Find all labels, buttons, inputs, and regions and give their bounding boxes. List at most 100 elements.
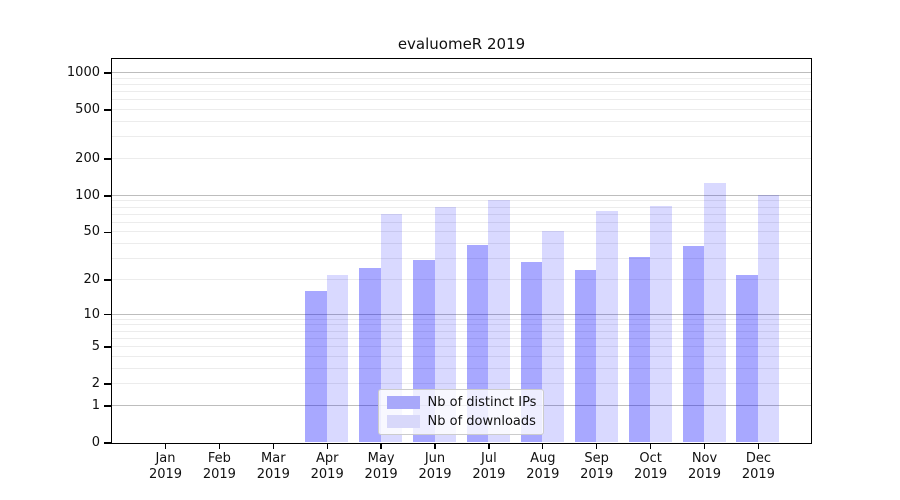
- y-tick-label-50: 50: [83, 224, 100, 240]
- bar-distinct-ips-nov: [682, 246, 704, 443]
- gridline-minor-9: [111, 318, 811, 320]
- x-tick-label-dec: Dec 2019: [741, 451, 775, 482]
- gridline-minor-500: [111, 109, 811, 111]
- x-tick-mark-oct: [649, 443, 652, 449]
- y-tick-mark-0: [104, 442, 111, 444]
- x-tick-label-aug: Aug 2019: [526, 451, 560, 482]
- y-tick-label-5: 5: [91, 339, 100, 355]
- bar-downloads-oct: [650, 205, 672, 443]
- gridline-minor-20: [111, 278, 811, 280]
- legend-swatch-distinct-ips-icon: [386, 395, 420, 409]
- x-tick-label-apr: Apr 2019: [310, 451, 344, 482]
- legend-label-downloads: Nb of downloads: [427, 413, 536, 429]
- gridline-minor-900: [111, 77, 811, 79]
- gridline-major-10: [111, 313, 811, 315]
- bars-layer: [112, 59, 811, 443]
- y-tick-label-1: 1: [91, 397, 100, 413]
- y-tick-mark-100: [104, 195, 111, 197]
- bar-distinct-ips-oct: [628, 256, 651, 443]
- x-tick-mark-jun: [434, 443, 436, 449]
- x-tick-label-jan: Jan 2019: [148, 451, 183, 482]
- x-tick-label-feb: Feb 2019: [202, 451, 236, 482]
- bar-downloads-jun: [434, 206, 456, 443]
- x-tick-label-mar: Mar 2019: [256, 451, 290, 482]
- legend: Nb of distinct IPs Nb of downloads: [377, 388, 544, 435]
- bar-downloads-apr: [326, 274, 349, 443]
- gridline-major-1000: [111, 72, 811, 74]
- gridline-minor-40: [111, 243, 811, 245]
- bar-downloads-sep: [596, 211, 618, 443]
- gridline-minor-50: [111, 231, 811, 233]
- bar-distinct-ips-dec: [736, 274, 758, 443]
- gridline-minor-200: [111, 158, 811, 160]
- plot-area: Nb of distinct IPs Nb of downloads: [110, 57, 812, 444]
- legend-swatch-downloads-icon: [386, 414, 420, 428]
- gridline-minor-3: [111, 367, 811, 369]
- gridline-minor-2: [111, 383, 811, 385]
- y-tick-label-1000: 1000: [66, 65, 100, 81]
- y-tick-mark-10: [104, 313, 111, 316]
- y-tick-label-2: 2: [91, 376, 100, 392]
- x-tick-label-may: May 2019: [364, 451, 398, 482]
- gridline-major-100: [111, 194, 811, 196]
- gridline-minor-700: [111, 91, 811, 93]
- legend-item-distinct-ips: Nb of distinct IPs: [386, 394, 537, 410]
- bar-distinct-ips-apr: [305, 290, 327, 443]
- bar-downloads-nov: [704, 182, 726, 443]
- x-tick-label-nov: Nov 2019: [687, 451, 722, 482]
- legend-item-downloads: Nb of downloads: [386, 413, 536, 429]
- gridline-minor-300: [111, 136, 811, 138]
- bar-downloads-may: [380, 214, 403, 443]
- x-tick-label-jun: Jun 2019: [418, 451, 452, 482]
- x-tick-mark-sep: [596, 443, 598, 449]
- y-tick-label-10: 10: [83, 306, 100, 322]
- bar-downloads-aug: [542, 230, 564, 443]
- gridlines-layer: [111, 59, 811, 443]
- gridline-minor-90: [111, 200, 811, 202]
- x-tick-mark-apr: [326, 443, 328, 449]
- gridline-minor-60: [111, 221, 811, 223]
- bar-downloads-dec: [757, 195, 780, 443]
- bar-distinct-ips-sep: [574, 270, 597, 443]
- y-tick-mark-500: [104, 109, 111, 111]
- bar-distinct-ips-may: [359, 268, 381, 443]
- gridline-minor-400: [111, 121, 811, 123]
- y-tick-label-100: 100: [75, 187, 100, 203]
- gridline-minor-7: [111, 330, 811, 332]
- y-tick-mark-200: [104, 158, 111, 160]
- x-tick-mark-jul: [488, 443, 490, 449]
- x-tick-label-sep: Sep 2019: [580, 451, 614, 482]
- x-tick-mark-dec: [757, 443, 760, 449]
- y-tick-label-20: 20: [83, 271, 100, 287]
- gridline-minor-30: [111, 258, 811, 260]
- gridline-minor-80: [111, 206, 811, 208]
- bar-downloads-jul: [488, 199, 510, 443]
- y-tick-label-200: 200: [75, 151, 100, 167]
- y-tick-mark-5: [104, 346, 111, 348]
- x-tick-mark-jan: [164, 443, 167, 449]
- x-tick-label-oct: Oct 2019: [634, 451, 668, 482]
- legend-label-distinct-ips: Nb of distinct IPs: [427, 394, 537, 410]
- x-tick-label-jul: Jul 2019: [472, 451, 506, 482]
- gridline-minor-800: [111, 83, 811, 85]
- x-tick-mark-nov: [703, 443, 706, 449]
- y-tick-mark-1000: [104, 72, 111, 74]
- chart-title: evaluomeR 2019: [397, 35, 526, 53]
- x-tick-mark-aug: [542, 443, 544, 449]
- gridline-minor-600: [111, 99, 811, 101]
- y-tick-label-0: 0: [91, 435, 100, 450]
- y-tick-mark-20: [104, 279, 111, 281]
- y-tick-mark-1: [104, 405, 111, 407]
- gridline-minor-6: [111, 337, 811, 339]
- gridline-minor-70: [111, 213, 811, 215]
- x-tick-mark-may: [380, 443, 382, 449]
- y-tick-mark-50: [104, 231, 111, 234]
- y-tick-mark-2: [104, 383, 111, 385]
- x-tick-mark-mar: [272, 443, 274, 449]
- gridline-minor-8: [111, 324, 811, 326]
- y-tick-label-500: 500: [75, 102, 100, 118]
- gridline-minor-4: [111, 355, 811, 357]
- x-tick-mark-feb: [218, 443, 221, 449]
- gridline-minor-5: [111, 346, 811, 348]
